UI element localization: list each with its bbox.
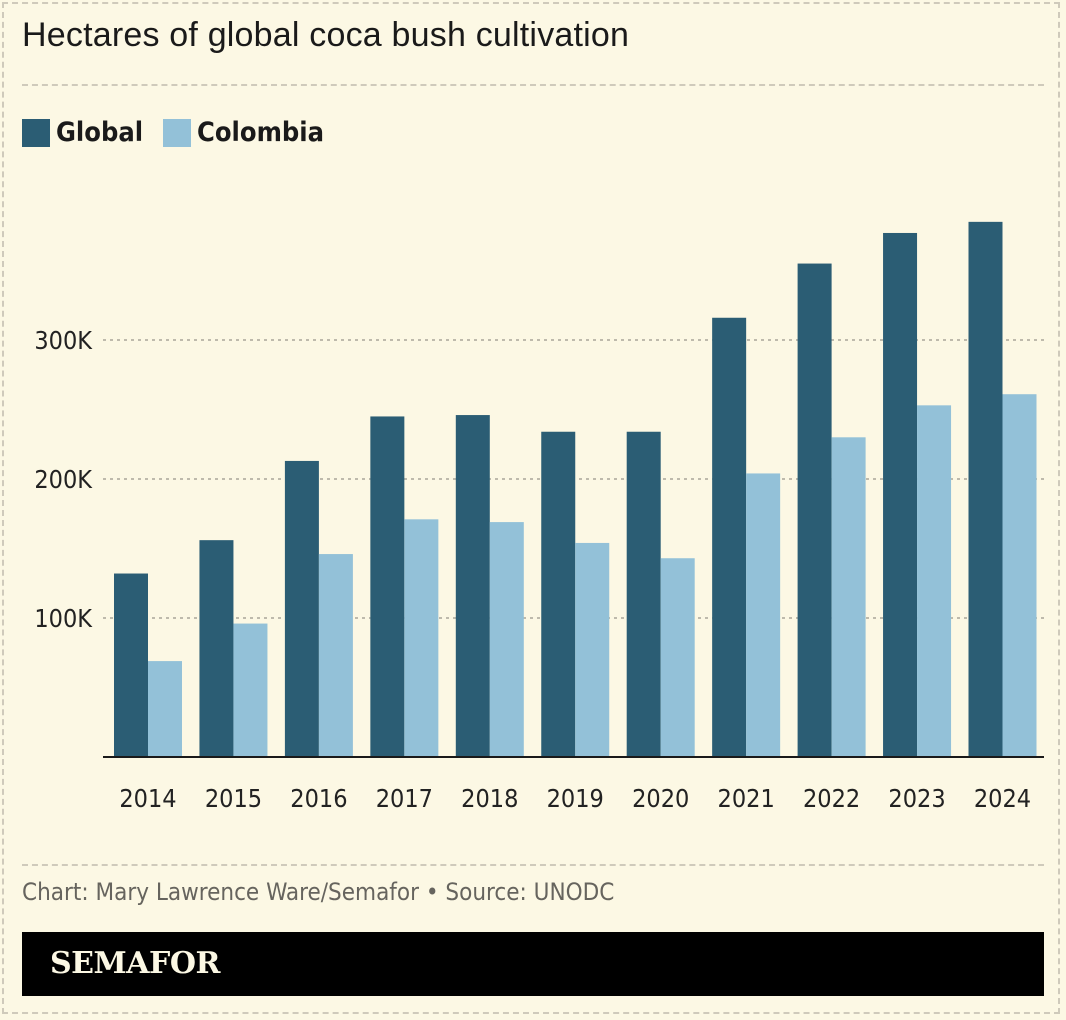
x-tick-label-2018: 2018: [461, 784, 518, 813]
bar-global-2020: [626, 431, 661, 757]
bar-global-2016: [284, 460, 319, 757]
x-tick-label-2023: 2023: [888, 784, 945, 813]
x-tick-label-2014: 2014: [119, 784, 176, 813]
title-divider: [22, 84, 1044, 86]
bar-colombia-2015: [233, 623, 268, 757]
chart-title: Hectares of global coca bush cultivation: [22, 16, 630, 54]
x-tick-label-2016: 2016: [290, 784, 347, 813]
bar-colombia-2016: [318, 554, 353, 757]
bar-colombia-2020: [660, 558, 695, 757]
legend-swatch-colombia: [163, 118, 192, 147]
bar-chart: 100K 200K 300K 2014 2015 2016 2017 2018 2019 2020…: [34, 221, 1044, 813]
bar-colombia-2024: [1002, 394, 1037, 757]
bar-colombia-2017: [404, 519, 439, 757]
bar-global-2022: [797, 263, 832, 757]
legend-item-global: Global: [22, 117, 143, 148]
y-tick-label-100K: 100K: [34, 604, 93, 633]
x-tick-label-2017: 2017: [376, 784, 433, 813]
bar-colombia-2014: [148, 661, 182, 757]
bar-global-2019: [541, 431, 576, 757]
x-tick-label-2022: 2022: [803, 784, 860, 813]
bar-global-2023: [883, 232, 918, 758]
legend-label-colombia: Colombia: [197, 117, 324, 148]
bar-colombia-2021: [746, 473, 781, 757]
x-tick-label-2024: 2024: [974, 784, 1031, 813]
bar-global-2017: [370, 416, 405, 757]
bar-colombia-2023: [917, 405, 952, 757]
y-tick-label-300K: 300K: [34, 326, 93, 355]
bar-global-2018: [455, 415, 490, 757]
legend-label-global: Global: [56, 117, 144, 148]
legend-swatch-global: [22, 118, 50, 147]
x-tick-label-2019: 2019: [547, 784, 604, 813]
bar-global-2014: [114, 573, 148, 757]
bar-global-2024: [968, 221, 1003, 758]
semafor-logo: SEMAFOR: [50, 946, 220, 981]
x-tick-label-2021: 2021: [718, 784, 775, 813]
legend-item-colombia: Colombia: [163, 117, 324, 148]
bar-colombia-2019: [575, 542, 610, 757]
bar-colombia-2022: [831, 437, 866, 757]
x-tick-label-2015: 2015: [205, 784, 262, 813]
brand-bar: SEMAFOR: [22, 932, 1044, 996]
bar-global-2021: [712, 317, 747, 757]
chart-credit: Chart: Mary Lawrence Ware/Semafor • Sour…: [22, 878, 615, 906]
bar-colombia-2018: [489, 522, 524, 757]
y-tick-label-200K: 200K: [34, 465, 93, 494]
footer-divider: [22, 864, 1044, 866]
x-tick-label-2020: 2020: [632, 784, 689, 813]
legend: Global Colombia: [22, 117, 344, 148]
bar-global-2015: [199, 540, 234, 757]
